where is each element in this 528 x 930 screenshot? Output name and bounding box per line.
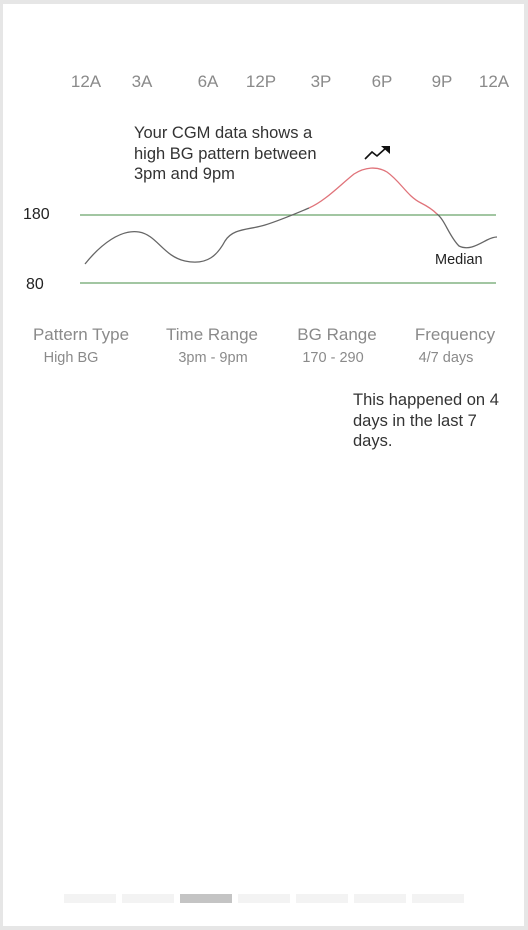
pattern-type-value: High BG (43, 350, 99, 366)
page-dot-1[interactable] (64, 894, 116, 903)
time-range-value: 3pm - 9pm (178, 350, 248, 366)
time-label-3p: 3P (310, 72, 332, 91)
time-label-12p: 12P (245, 72, 277, 91)
time-label-9p: 9P (431, 72, 453, 91)
bg-range-label: BG Range (297, 325, 377, 344)
page-dot-3-active[interactable] (180, 894, 232, 903)
threshold-low-label: 80 (26, 276, 44, 293)
page-dot-6[interactable] (354, 894, 406, 903)
page-dot-5[interactable] (296, 894, 348, 903)
frequency-value: 4/7 days (418, 350, 474, 366)
time-label-12a-end: 12A (478, 72, 510, 91)
median-line-high (308, 167, 438, 215)
frequency-note: This happened on 4 days in the last 7 da… (353, 391, 499, 450)
trending-up-icon (364, 146, 390, 160)
time-label-6a: 6A (197, 72, 219, 91)
median-line-low (84, 207, 310, 265)
threshold-high-label: 180 (23, 206, 50, 223)
median-label: Median (435, 252, 483, 268)
bg-chart (80, 146, 498, 284)
bg-range-value: 170 - 290 (302, 350, 364, 366)
pattern-callout: Your CGM data shows a high BG pattern be… (134, 124, 317, 183)
time-range-label: Time Range (166, 325, 258, 344)
pattern-screen: 12A 3A 6A 12P 3P 6P 9P 12A Your CGM data… (3, 4, 524, 926)
time-label-6p: 6P (371, 72, 393, 91)
page-dot-7[interactable] (412, 894, 464, 903)
time-label-3a: 3A (131, 72, 153, 91)
page-dot-2[interactable] (122, 894, 174, 903)
frequency-label: Frequency (414, 325, 496, 344)
median-line-late (436, 213, 498, 249)
time-label-12a: 12A (70, 72, 102, 91)
page-dot-4[interactable] (238, 894, 290, 903)
pattern-type-label: Pattern Type (32, 325, 130, 344)
